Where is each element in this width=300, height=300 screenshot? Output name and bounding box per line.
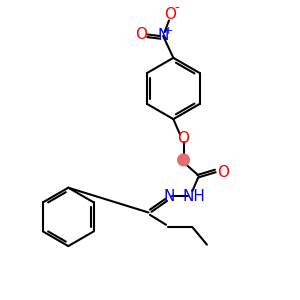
Text: O: O	[164, 8, 176, 22]
Text: -: -	[174, 2, 179, 16]
Text: NH: NH	[183, 189, 206, 204]
Text: O: O	[178, 130, 190, 146]
Circle shape	[178, 154, 189, 166]
Text: +: +	[164, 26, 173, 36]
Text: N: N	[163, 189, 175, 204]
Text: O: O	[135, 27, 147, 42]
Text: N: N	[158, 28, 169, 44]
Text: O: O	[217, 165, 229, 180]
